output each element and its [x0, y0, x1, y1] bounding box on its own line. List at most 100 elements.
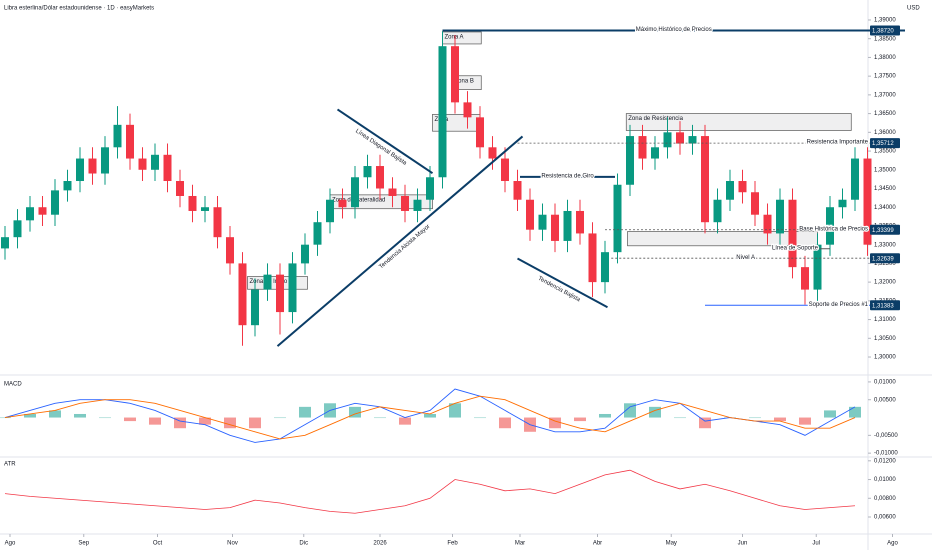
x-tick-label: 2026 [373, 541, 387, 547]
candle-body [788, 199, 797, 268]
histogram-bar [599, 413, 611, 418]
price-tag [870, 224, 900, 235]
histogram-bar [74, 413, 86, 418]
candle-body [351, 177, 359, 208]
histogram-bar [149, 417, 161, 425]
y-tick-label: 0,01000 [874, 477, 896, 483]
histogram-bar [649, 406, 661, 418]
price-tag-label: 1,35712 [872, 141, 894, 147]
candle-body [588, 233, 597, 283]
candle-body [101, 147, 109, 174]
histogram-bar [474, 417, 486, 419]
level-label: Base Histórica de Precios [799, 226, 868, 232]
y-tick-label: 1,31000 [874, 317, 896, 323]
candle-body [576, 210, 584, 234]
histogram-bar [749, 417, 761, 419]
candle-body [813, 244, 822, 290]
price-tag [870, 300, 900, 311]
indicator-line [4, 395, 856, 440]
trendline [517, 257, 608, 309]
y-tick-label: 1,37000 [874, 92, 896, 98]
candle-body [838, 199, 847, 208]
candle-body [713, 199, 722, 223]
y-tick-label: 1,39000 [874, 18, 896, 24]
histogram-bar [249, 417, 261, 429]
candle-body [776, 199, 784, 234]
candle-body [113, 124, 122, 148]
histogram-bar [574, 417, 586, 422]
histogram-bar [99, 417, 111, 419]
candle-body [401, 195, 409, 211]
price-tag-label: 1,38720 [872, 29, 894, 35]
candle-body [163, 154, 172, 182]
pane-title: ATR [4, 462, 16, 468]
histogram-bar [349, 406, 361, 418]
y-tick-label: 1,32500 [874, 261, 896, 267]
candle-body [513, 181, 522, 200]
candle-body [726, 181, 734, 200]
candle-body [226, 237, 234, 264]
x-tick-label: Dic [299, 541, 308, 547]
candle-body [613, 184, 622, 253]
y-tick-label: 1,36000 [874, 130, 896, 136]
y-tick-label: 1,37500 [874, 74, 896, 80]
chart-title: Libra esterlina/Dólar estadounidense · 1… [4, 6, 154, 12]
candle-body [13, 220, 22, 238]
y-tick-label: 1,32000 [874, 280, 896, 286]
y-tick-label: 1,30500 [874, 336, 896, 342]
candle-body [188, 195, 197, 211]
level-label: Nivel A [736, 255, 755, 261]
y-tick-label: -0,00500 [874, 433, 898, 439]
candle-body [138, 158, 147, 170]
histogram-bar [224, 417, 236, 429]
y-tick-label: 0,01200 [874, 458, 896, 464]
candle-body [563, 210, 572, 241]
candle-body [288, 263, 297, 313]
candle-body [313, 222, 322, 245]
y-tick-label: -0,01000 [874, 451, 898, 457]
histogram-bar [674, 417, 686, 419]
y-tick-label: 0,00500 [874, 397, 896, 403]
trendline [336, 108, 434, 174]
x-tick-label: May [666, 541, 677, 547]
level-label: Línea de Soporte [772, 245, 819, 251]
candle-body [601, 252, 609, 283]
histogram-bar [449, 403, 461, 418]
candle-body [213, 207, 222, 238]
price-tag [870, 253, 900, 264]
indicator-line [4, 469, 856, 514]
pane-title: MACD [4, 382, 22, 388]
x-tick-label: Jul [812, 541, 820, 547]
candle-body [676, 132, 684, 144]
candle-body [626, 136, 634, 185]
x-tick-label: Feb [447, 541, 458, 547]
x-tick-label: Nov [227, 541, 238, 547]
candle-body [476, 117, 484, 148]
candle-body [301, 244, 309, 264]
histogram-bar [849, 406, 861, 418]
candle-body [1, 237, 9, 249]
price-tag-label: 1,31383 [872, 303, 894, 309]
candle-body [763, 214, 772, 234]
candle-body [426, 177, 434, 200]
candle-body [88, 158, 97, 174]
candle-body [376, 166, 384, 189]
histogram-bar [399, 417, 411, 425]
candle-body [438, 46, 447, 178]
candle-body [826, 207, 834, 245]
price-tag [870, 138, 900, 149]
candle-body [501, 158, 509, 182]
candle-body [651, 147, 659, 159]
histogram-bar [824, 410, 836, 418]
x-tick-label: Ago [887, 541, 898, 547]
currency-label: USD [907, 6, 920, 12]
candle-body [413, 199, 422, 211]
price-tag [870, 25, 900, 36]
candle-body [201, 207, 209, 211]
y-tick-label: 1,35500 [874, 149, 896, 155]
candle-body [38, 207, 47, 215]
level-label: Máximo Histórico de Precios [636, 27, 712, 33]
zone [625, 113, 852, 131]
